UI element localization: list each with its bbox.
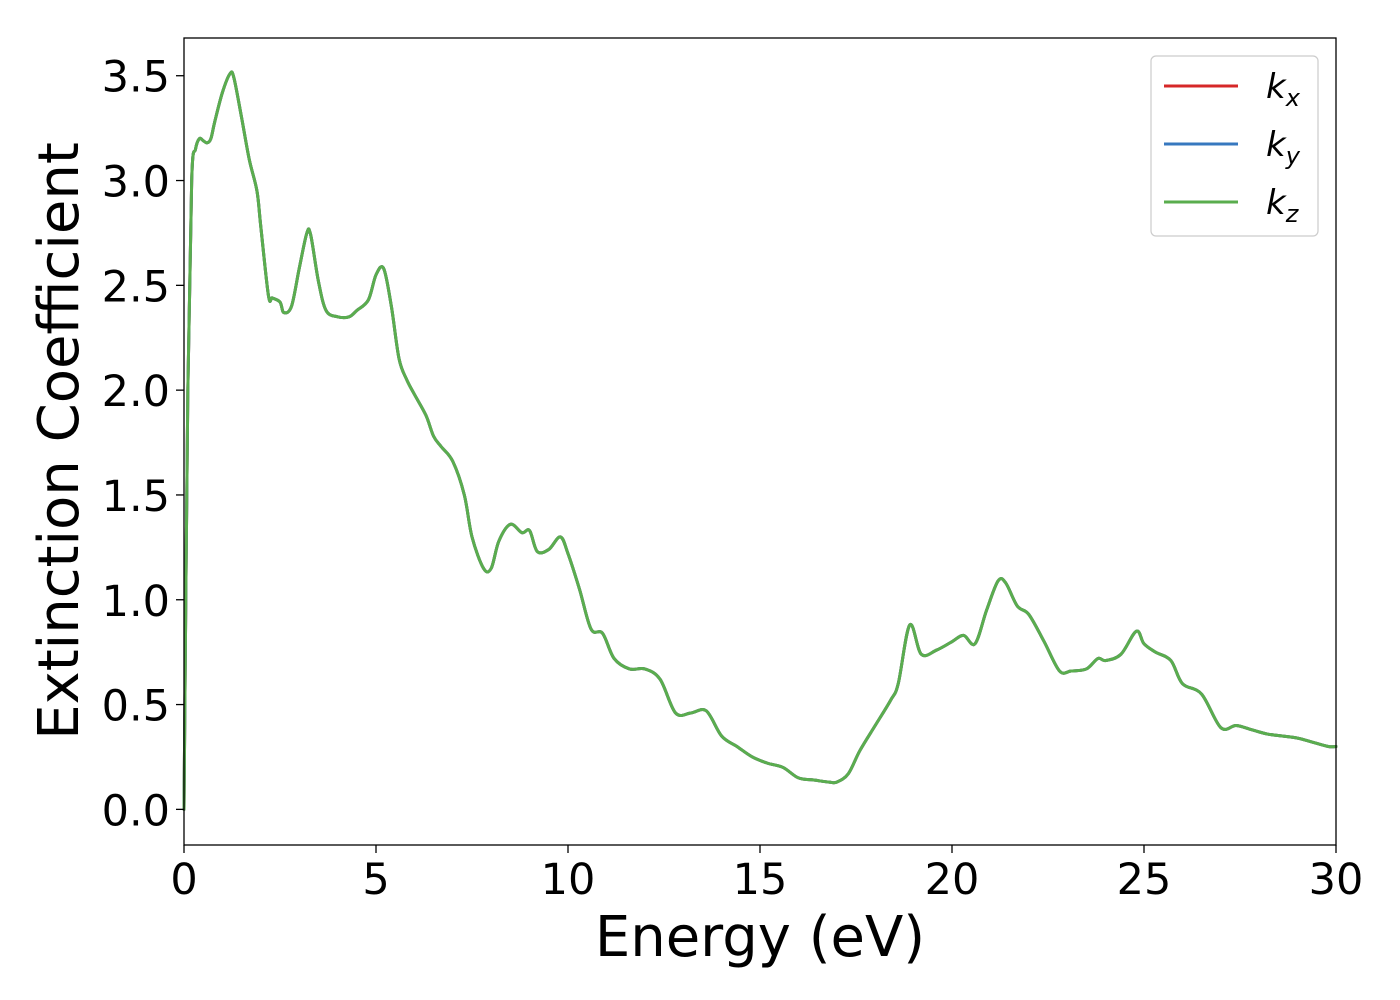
- y-tick-label: 2.0: [102, 367, 170, 417]
- x-tick-label: 0: [170, 855, 197, 905]
- y-tick-label: 3.0: [102, 158, 170, 208]
- x-tick-label: 30: [1309, 855, 1364, 905]
- x-tick-label: 5: [362, 855, 389, 905]
- series-layer: [182, 70, 1338, 811]
- y-tick-label: 2.5: [102, 262, 170, 312]
- x-tick-label: 10: [541, 855, 596, 905]
- y-tick-label: 3.5: [102, 53, 170, 103]
- series-line-kz: [182, 70, 1338, 811]
- y-tick-label: 1.0: [102, 577, 170, 627]
- legend: kx ky kz: [1150, 55, 1319, 237]
- y-axis: 0.0 0.5 1.0 1.5 2.0 2.5 3.0 3.5: [102, 53, 184, 836]
- x-axis-label: Energy (eV): [595, 905, 925, 970]
- x-tick-label: 25: [1117, 855, 1172, 905]
- plot-area: [184, 38, 1336, 845]
- y-axis-label: Extinction Coefficient: [27, 142, 92, 740]
- x-tick-label: 15: [733, 855, 788, 905]
- legend-label-kx: kx: [1266, 67, 1301, 112]
- y-tick-label: 0.5: [102, 682, 170, 732]
- legend-label-kz: kz: [1266, 183, 1300, 228]
- x-axis: 0 5 10 15 20 25 30: [170, 845, 1363, 905]
- y-tick-label: 0.0: [102, 786, 170, 836]
- legend-label-ky: ky: [1266, 125, 1301, 170]
- x-tick-label: 20: [925, 855, 980, 905]
- y-tick-label: 1.5: [102, 472, 170, 522]
- legend-box: [1150, 55, 1319, 237]
